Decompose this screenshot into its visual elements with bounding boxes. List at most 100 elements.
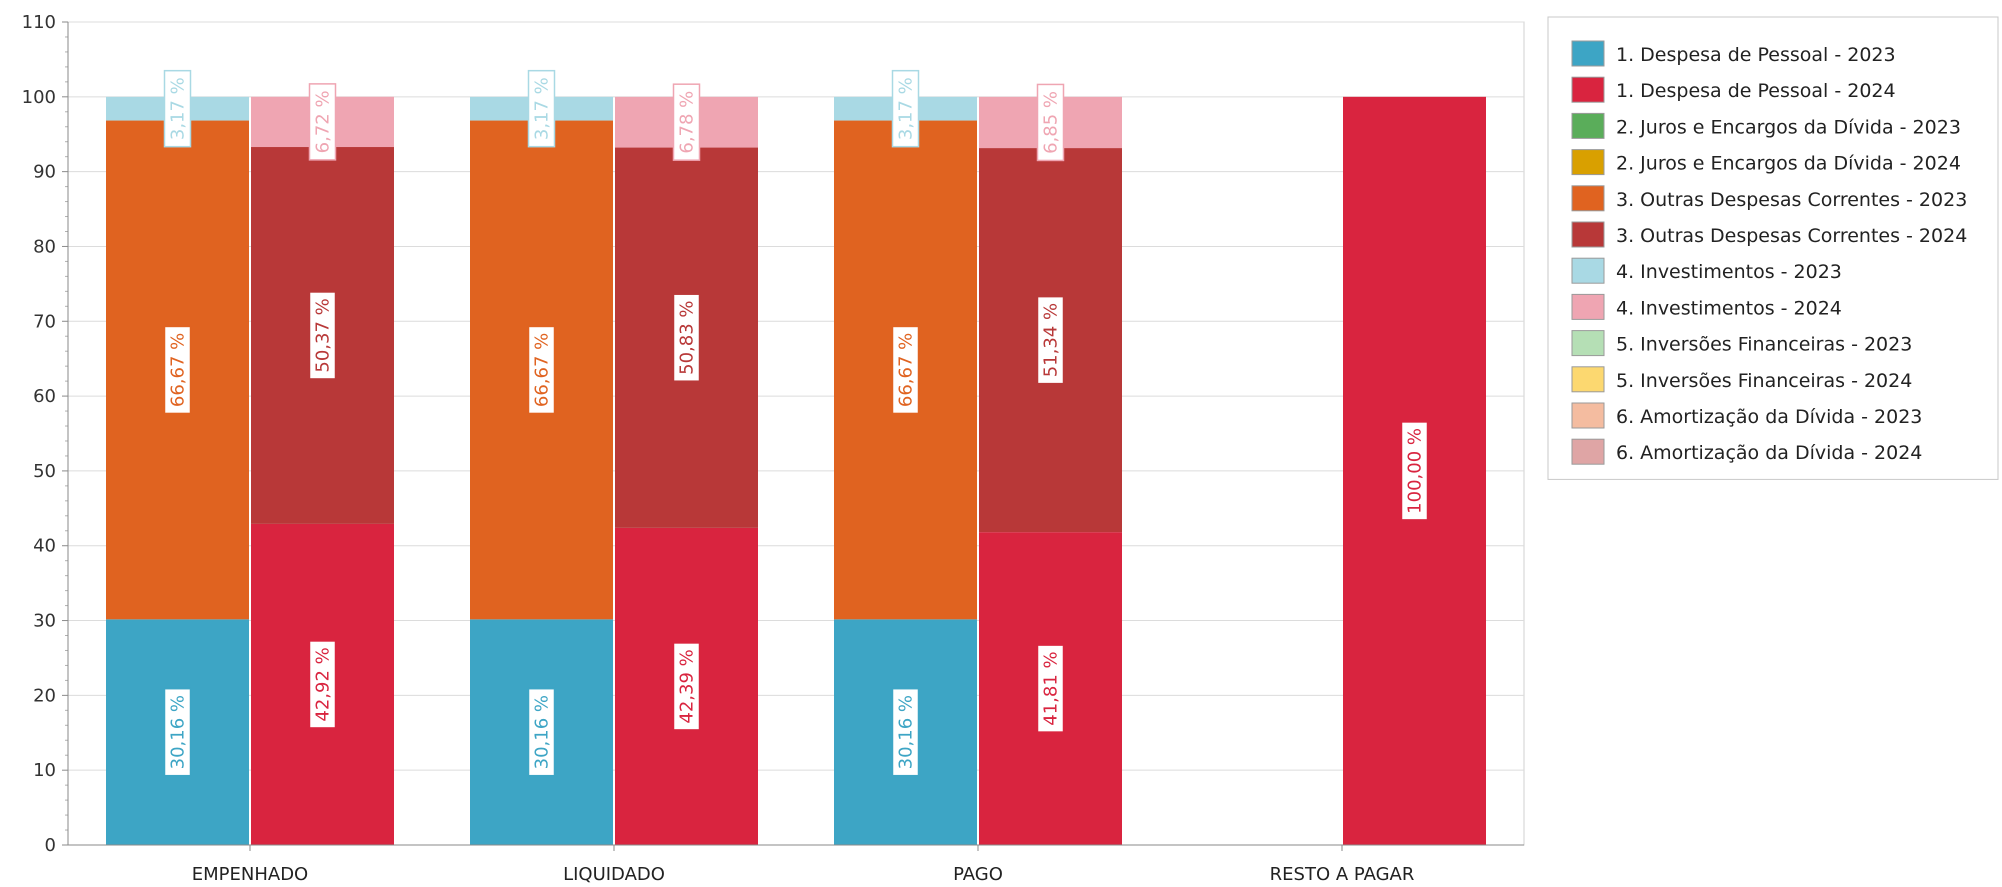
x-category-label-resto-a-pagar: RESTO A PAGAR [1270, 864, 1415, 885]
data-label-text: 66,67 % [168, 333, 189, 407]
data-label-box [308, 291, 337, 380]
legend-swatch [1571, 221, 1605, 248]
data-label-box [891, 687, 920, 777]
legend-label: 3. Outras Despesas Correntes - 2024 [1616, 225, 1967, 247]
y-tick-label-0: 0 [45, 835, 56, 856]
data-label-text: 42,92 % [313, 647, 334, 721]
legend-label: 4. Investimentos - 2023 [1616, 261, 1842, 283]
data-label-liquidado-4-investimentos-2024: 6,78 % [672, 83, 701, 161]
legend-swatch [1571, 76, 1605, 103]
data-label-text: 50,37 % [313, 298, 334, 372]
data-label-text: 30,16 % [168, 695, 189, 769]
legend-label: 5. Inversões Financeiras - 2024 [1616, 370, 1912, 392]
legend-item-6-amortizacao-da-divida-2023[interactable]: 6. Amortização da Dívida - 2023 [1571, 402, 1922, 429]
legend-swatch [1571, 257, 1605, 284]
legend-item-6-amortizacao-da-divida-2024[interactable]: 6. Amortização da Dívida - 2024 [1571, 438, 1922, 465]
legend-box [1547, 16, 1999, 480]
legend-item-2-juros-e-encargos-da-divida-2024[interactable]: 2. Juros e Encargos da Dívida - 2024 [1571, 149, 1961, 176]
data-label-text: 3,17 % [896, 77, 917, 140]
data-label-liquidado-3-outras-despesas-correntes-2024: 50,83 % [672, 293, 701, 382]
legend-label: 2. Juros e Encargos da Dívida - 2024 [1616, 153, 1961, 175]
data-label-box [1036, 83, 1065, 162]
data-label-pago-4-investimentos-2024: 6,85 % [1036, 83, 1065, 162]
legend-label: 3. Outras Despesas Correntes - 2023 [1616, 189, 1967, 211]
data-label-text: 66,67 % [532, 333, 553, 407]
data-label-box [527, 325, 556, 415]
legend-swatch [1571, 330, 1605, 357]
axes: 0 10 20 30 40 50 60 70 80 90 100 110 EMPENHADO LIQUID… [22, 12, 1524, 885]
data-label-empenhado-4-investimentos-2024: 6,72 % [308, 83, 337, 161]
y-tick-label-90: 90 [33, 162, 56, 183]
data-label-box [1036, 644, 1065, 733]
bars [106, 96, 1486, 846]
data-label-pago-4-investimentos-2023: 3,17 % [891, 69, 920, 148]
data-label-liquidado-1-despesa-de-pessoal-2024: 42,39 % [672, 642, 701, 731]
y-tick-label-70: 70 [33, 311, 56, 332]
legend-label: 6. Amortização da Dívida - 2023 [1616, 406, 1922, 428]
data-label-empenhado-4-investimentos-2023: 3,17 % [163, 69, 192, 148]
data-label-box [1036, 295, 1065, 385]
legend: 1. Despesa de Pessoal - 2023 1. Despesa d… [1547, 16, 1999, 480]
data-label-text: 42,39 % [677, 649, 698, 723]
legend-label: 2. Juros e Encargos da Dívida - 2023 [1616, 116, 1961, 138]
legend-swatch [1571, 438, 1605, 465]
x-category-label-liquidado: LIQUIDADO [563, 864, 665, 885]
legend-item-5-inversoes-financeiras-2023[interactable]: 5. Inversões Financeiras - 2023 [1571, 330, 1912, 357]
data-label-text: 51,34 % [1041, 303, 1062, 377]
legend-item-5-inversoes-financeiras-2024[interactable]: 5. Inversões Financeiras - 2024 [1571, 366, 1912, 393]
data-label-box [308, 640, 337, 729]
legend-item-4-investimentos-2024[interactable]: 4. Investimentos - 2024 [1571, 293, 1842, 320]
data-label-text: 6,72 % [313, 90, 334, 153]
data-label-pago-3-outras-despesas-correntes-2023: 66,67 % [891, 325, 920, 415]
data-label-text: 3,17 % [168, 77, 189, 140]
legend-item-2-juros-e-encargos-da-divida-2023[interactable]: 2. Juros e Encargos da Dívida - 2023 [1571, 112, 1961, 139]
y-tick-label-50: 50 [33, 461, 56, 482]
legend-item-3-outras-despesas-correntes-2023[interactable]: 3. Outras Despesas Correntes - 2023 [1571, 185, 1967, 212]
y-tick-label-20: 20 [33, 685, 56, 706]
legend-swatch [1571, 40, 1605, 67]
legend-item-1-despesa-de-pessoal-2023[interactable]: 1. Despesa de Pessoal - 2023 [1571, 40, 1896, 67]
data-label-text: 30,16 % [896, 695, 917, 769]
data-label-pago-1-despesa-de-pessoal-2023: 30,16 % [891, 687, 920, 777]
data-label-empenhado-3-outras-despesas-correntes-2024: 50,37 % [308, 291, 337, 380]
legend-item-3-outras-despesas-correntes-2024[interactable]: 3. Outras Despesas Correntes - 2024 [1571, 221, 1967, 248]
data-label-text: 6,85 % [1041, 91, 1062, 154]
data-label-box [308, 83, 337, 161]
data-label-text: 50,83 % [677, 301, 698, 375]
data-label-box [672, 83, 701, 161]
legend-label: 1. Despesa de Pessoal - 2023 [1616, 44, 1896, 66]
y-tick-label-80: 80 [33, 236, 56, 257]
data-label-box [163, 687, 192, 777]
y-tick-label-60: 60 [33, 386, 56, 407]
legend-label: 4. Investimentos - 2024 [1616, 297, 1842, 319]
data-label-box [163, 69, 192, 148]
data-label-liquidado-4-investimentos-2023: 3,17 % [527, 69, 556, 148]
legend-swatch [1571, 366, 1605, 393]
legend-label: 1. Despesa de Pessoal - 2024 [1616, 80, 1896, 102]
legend-label: 5. Inversões Financeiras - 2023 [1616, 334, 1912, 356]
data-label-text: 66,67 % [896, 333, 917, 407]
data-label-empenhado-1-despesa-de-pessoal-2024: 42,92 % [308, 640, 337, 729]
data-label-text: 30,16 % [532, 695, 553, 769]
data-labels: 30,16 % 66,67 % 3,17 % 42,92 % 50,37 % 6,72 %… [163, 69, 1429, 777]
data-label-box [891, 69, 920, 148]
y-tick-label-30: 30 [33, 611, 56, 632]
legend-item-4-investimentos-2023[interactable]: 4. Investimentos - 2023 [1571, 257, 1842, 284]
legend-label: 6. Amortização da Dívida - 2024 [1616, 442, 1922, 464]
legend-item-1-despesa-de-pessoal-2024[interactable]: 1. Despesa de Pessoal - 2024 [1571, 76, 1896, 103]
data-label-text: 41,81 % [1041, 651, 1062, 725]
data-label-text: 3,17 % [532, 77, 553, 140]
data-label-box [891, 325, 920, 415]
data-label-box [672, 293, 701, 382]
legend-swatch [1571, 112, 1605, 139]
data-label-text: 6,78 % [677, 91, 698, 154]
y-tick-label-110: 110 [22, 12, 56, 33]
legend-swatch [1571, 402, 1605, 429]
legend-swatch [1571, 293, 1605, 320]
y-tick-label-100: 100 [22, 87, 56, 108]
data-label-box [672, 642, 701, 731]
data-label-box [527, 687, 556, 777]
data-label-pago-3-outras-despesas-correntes-2024: 51,34 % [1036, 295, 1065, 385]
y-tick-label-40: 40 [33, 536, 56, 557]
